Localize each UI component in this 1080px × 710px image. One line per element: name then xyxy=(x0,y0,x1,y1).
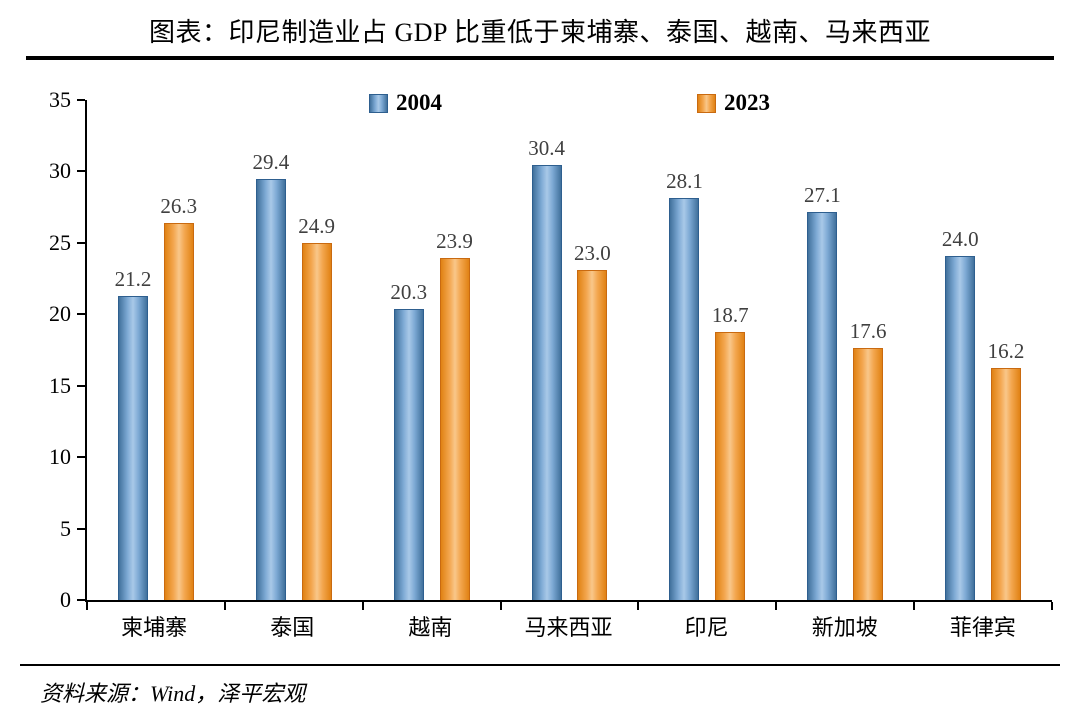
bar-2004 xyxy=(531,164,562,600)
bar-2023 xyxy=(301,243,332,600)
bar-value-label: 27.1 xyxy=(803,182,841,207)
bar-value-label: 21.2 xyxy=(114,267,152,292)
bar-wrap: 23.0 xyxy=(574,241,611,600)
title-divider xyxy=(26,56,1054,60)
source-note: 资料来源：Wind，泽平宏观 xyxy=(40,681,306,706)
footer-divider xyxy=(20,664,1060,666)
bar-wrap: 17.6 xyxy=(849,318,887,600)
y-axis-tick xyxy=(77,527,85,530)
bar-2023 xyxy=(715,331,746,600)
bar-2023 xyxy=(577,270,608,600)
y-axis-tick xyxy=(77,384,85,387)
bar-2004 xyxy=(255,179,286,600)
chart-plot: 2004 2023 21.2 26.3 29.4 24.9 20.3 23.9 30.4 23.… xyxy=(85,90,1053,610)
bar-2004 xyxy=(669,197,700,600)
x-axis-tick xyxy=(913,602,916,610)
category-label: 新加坡 xyxy=(811,615,878,640)
category-label: 柬埔寨 xyxy=(121,615,188,640)
bar-wrap: 16.2 xyxy=(987,338,1025,600)
bar-groups: 21.2 26.3 29.4 24.9 20.3 23.9 30.4 23.0 28.1 18.7… xyxy=(87,100,1052,600)
x-axis-tick xyxy=(361,602,364,610)
bar-group: 27.1 17.6 xyxy=(776,100,914,600)
bar-value-label: 23.9 xyxy=(436,228,473,253)
bar-value-label: 20.3 xyxy=(390,280,428,304)
bar-value-label: 26.3 xyxy=(160,194,198,219)
plot-column: 2004 2023 21.2 26.3 29.4 24.9 20.3 23.9 30.4 23.… xyxy=(85,90,1053,650)
bar-group: 21.2 26.3 xyxy=(87,100,225,600)
bar-wrap: 28.1 xyxy=(666,169,703,600)
bar-2004 xyxy=(807,211,838,600)
bar-2023 xyxy=(163,223,194,600)
bar-value-label: 30.4 xyxy=(528,135,565,160)
y-axis-label: 10 xyxy=(49,444,71,470)
x-axis-tick xyxy=(775,602,778,610)
y-axis-tick xyxy=(77,170,85,173)
y-axis-label: 0 xyxy=(60,587,71,612)
bar-2023 xyxy=(439,257,470,600)
bar-value-label: 28.1 xyxy=(666,168,703,193)
y-axis: 0 5 10 15 20 25 30 35 xyxy=(32,87,85,612)
y-axis-tick xyxy=(77,99,85,101)
bar-wrap: 24.0 xyxy=(942,227,979,600)
category-label: 越南 xyxy=(408,615,453,640)
category-label: 印尼 xyxy=(684,615,729,640)
bar-value-label: 23.0 xyxy=(574,241,611,266)
x-axis-tick xyxy=(1051,602,1053,610)
report-page: 图表：印尼制造业占 GDP 比重低于柬埔寨、泰国、越南、马来西亚 0 5 10 15 2… xyxy=(0,12,1080,710)
y-axis-label: 30 xyxy=(49,158,71,184)
y-axis-tick xyxy=(77,241,85,244)
bar-group: 24.0 16.2 xyxy=(914,100,1052,600)
bar-wrap: 21.2 xyxy=(114,267,152,600)
bar-value-label: 18.7 xyxy=(711,302,749,327)
bar-wrap: 20.3 xyxy=(390,280,427,600)
y-axis-label: 5 xyxy=(60,515,71,541)
y-axis-label: 20 xyxy=(49,301,71,327)
bar-wrap: 29.4 xyxy=(252,150,290,600)
y-axis-label: 35 xyxy=(49,87,71,112)
bar-wrap: 24.9 xyxy=(298,214,335,600)
x-axis-tick xyxy=(223,602,226,610)
bar-wrap: 26.3 xyxy=(160,194,197,600)
category-label: 菲律宾 xyxy=(949,615,1016,640)
x-axis-tick xyxy=(499,602,502,610)
chart-area: 0 5 10 15 20 25 30 35 2004 2023 21.2 26.3 29.4 24.9… xyxy=(32,87,1053,650)
bar-wrap: 23.9 xyxy=(436,229,473,600)
category-row: 柬埔寨 泰国 越南 马来西亚 印尼 新加坡 菲律宾 xyxy=(85,602,1052,650)
bar-group: 29.4 24.9 xyxy=(225,100,363,600)
bar-value-label: 17.6 xyxy=(849,318,887,343)
y-axis-tick xyxy=(77,599,85,601)
bar-value-label: 24.9 xyxy=(298,214,336,239)
y-axis-tick xyxy=(77,313,85,316)
bar-group: 20.3 23.9 xyxy=(363,100,501,600)
bar-2023 xyxy=(853,347,884,600)
bar-wrap: 18.7 xyxy=(712,303,749,600)
bar-2004 xyxy=(118,296,149,600)
y-axis-label: 15 xyxy=(49,372,71,398)
bar-value-label: 24.0 xyxy=(941,227,979,252)
x-axis-tick xyxy=(86,602,88,610)
bar-group: 28.1 18.7 xyxy=(638,100,776,600)
category-label: 泰国 xyxy=(270,615,315,640)
bar-wrap: 30.4 xyxy=(528,136,565,600)
category-label: 马来西亚 xyxy=(524,615,613,640)
y-axis-label: 25 xyxy=(49,229,71,255)
bar-2023 xyxy=(990,367,1021,600)
x-axis-tick xyxy=(637,602,640,610)
bar-2004 xyxy=(393,309,424,600)
chart-title: 图表：印尼制造业占 GDP 比重低于柬埔寨、泰国、越南、马来西亚 xyxy=(148,18,932,47)
bar-wrap: 27.1 xyxy=(804,183,841,600)
bar-group: 30.4 23.0 xyxy=(501,100,639,600)
bar-value-label: 29.4 xyxy=(252,150,290,174)
bar-value-label: 16.2 xyxy=(987,338,1025,363)
bar-2004 xyxy=(945,256,976,600)
y-axis-tick xyxy=(77,456,85,459)
